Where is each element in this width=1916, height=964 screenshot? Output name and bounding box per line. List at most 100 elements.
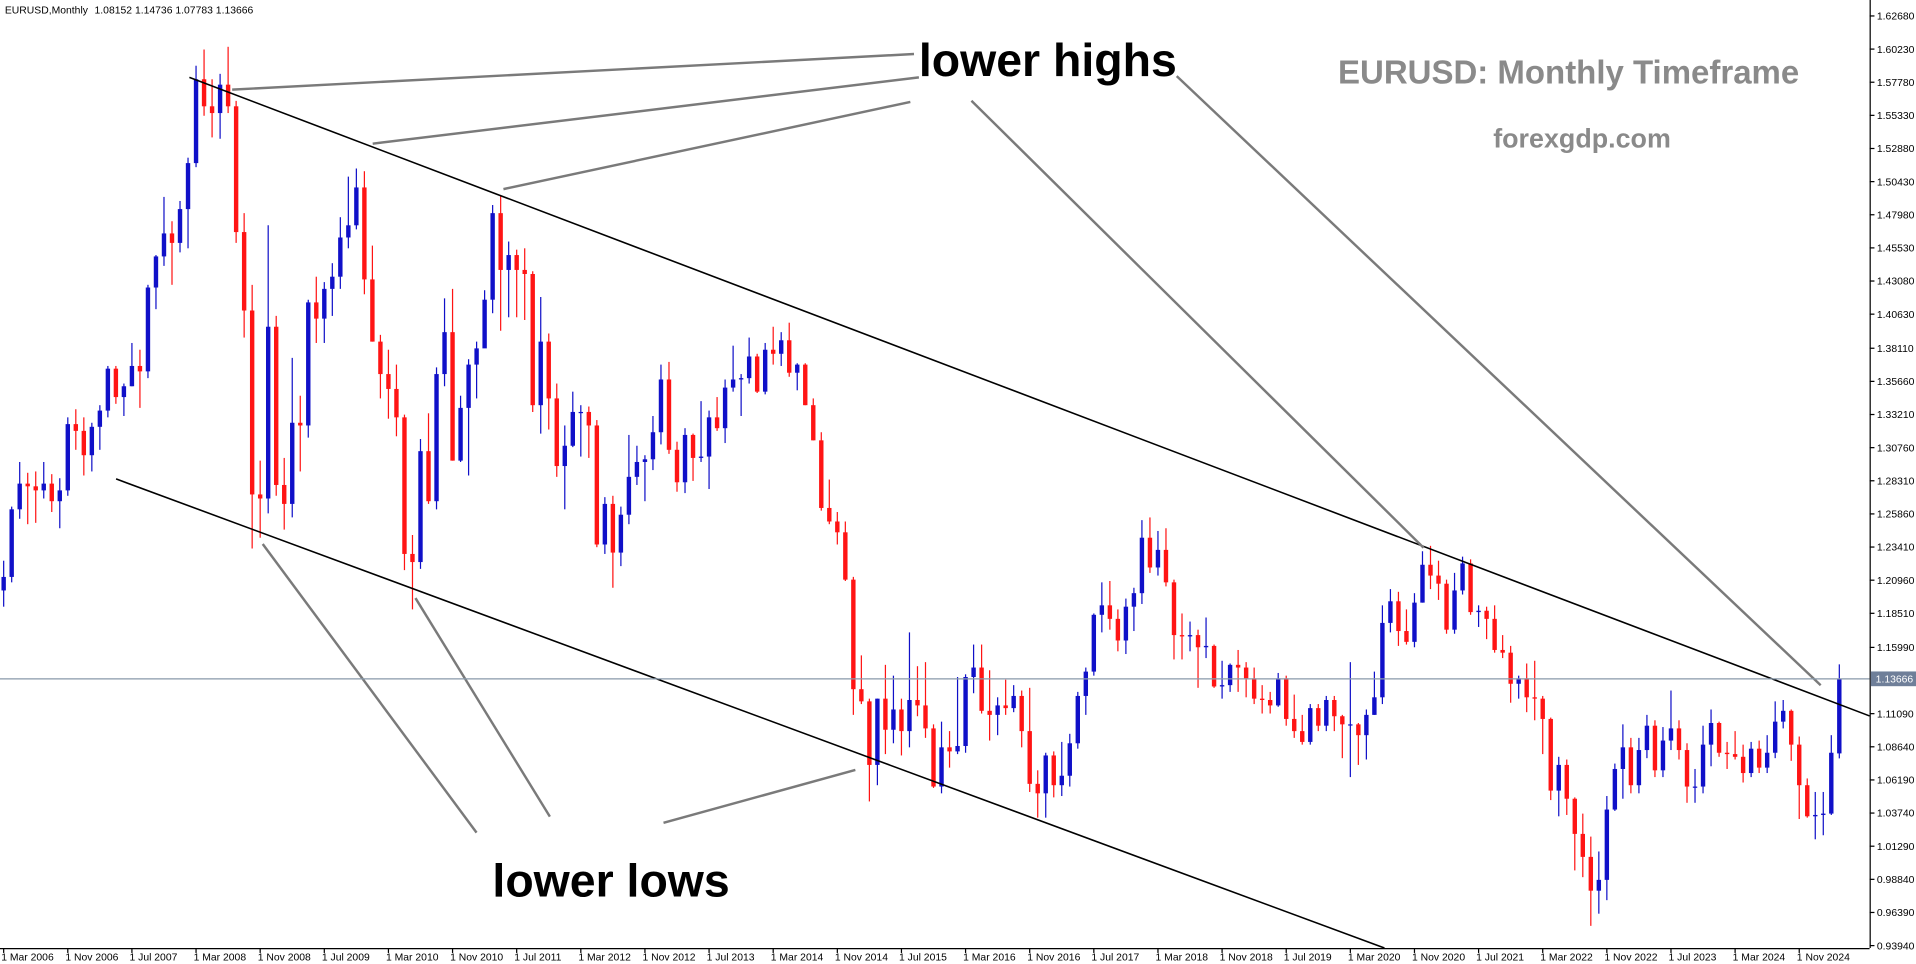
candle-body <box>1203 645 1209 648</box>
candle-body <box>482 299 487 349</box>
candle-body <box>370 279 375 342</box>
candle-body <box>1372 697 1377 715</box>
y-tick-label: 1.43080 <box>1877 277 1915 288</box>
candle-body <box>1027 731 1032 784</box>
candle-body <box>1428 564 1433 576</box>
candle-body <box>706 417 712 457</box>
candle-body <box>578 411 584 414</box>
candle-body <box>298 422 303 426</box>
candle-body <box>1107 605 1113 619</box>
candle-body <box>89 426 95 456</box>
chart-header: EURUSD,Monthly 1.08152 1.14736 1.07783 1… <box>5 5 254 16</box>
candle-body <box>610 503 616 553</box>
candle-body <box>1724 752 1730 755</box>
candle-body <box>1259 698 1265 701</box>
x-tick-label: 1 Jul 2023 <box>1669 952 1717 963</box>
candle-body <box>1781 710 1786 722</box>
candle-body <box>1195 635 1201 648</box>
candle-body <box>354 187 359 226</box>
candle-body <box>426 451 431 502</box>
y-tick-label: 1.30760 <box>1877 443 1915 454</box>
candle-body <box>1251 678 1257 699</box>
candle-body <box>386 374 391 389</box>
candle-body <box>1171 582 1177 636</box>
candle-body <box>1692 786 1698 788</box>
candle-body <box>923 705 928 729</box>
x-tick-label: 1 Nov 2010 <box>450 952 503 963</box>
x-tick-label: 1 Nov 2012 <box>642 952 695 963</box>
candle-body <box>1211 645 1217 687</box>
candle-body <box>514 255 519 270</box>
candle-body <box>1732 754 1738 757</box>
candle-body <box>762 349 768 392</box>
candle-body <box>618 514 624 553</box>
candle-body <box>746 356 752 379</box>
candle-body <box>1 576 6 591</box>
candle-body <box>121 386 127 398</box>
candle-body <box>1099 605 1105 615</box>
candle-body <box>915 700 920 706</box>
candle-body <box>1676 728 1682 751</box>
candle-body <box>1548 718 1553 791</box>
candle-body <box>265 326 271 499</box>
candle-body <box>1043 755 1048 794</box>
candle-body <box>1588 856 1594 891</box>
candle-body <box>1772 721 1778 753</box>
y-tick-label: 0.93940 <box>1877 941 1915 952</box>
candle-body <box>1524 678 1529 698</box>
candle-body <box>1091 614 1097 672</box>
candle-body <box>835 521 840 533</box>
candle-body <box>1284 678 1289 719</box>
candle-body <box>1564 764 1569 799</box>
candle-body <box>410 553 415 563</box>
candle-body <box>594 425 600 545</box>
x-tick-label: 1 Jul 2019 <box>1284 952 1332 963</box>
candle-body <box>105 368 111 411</box>
candle-body <box>811 405 816 441</box>
candle-body <box>1516 678 1521 684</box>
x-tick-label: 1 Mar 2024 <box>1733 952 1786 963</box>
y-tick-label: 1.38110 <box>1877 344 1914 355</box>
candle-body <box>1684 750 1690 787</box>
candle-body <box>225 84 231 107</box>
candles <box>1 46 1842 926</box>
y-tick-label: 1.45530 <box>1877 244 1915 255</box>
candle-body <box>987 710 992 715</box>
y-tick-label: 1.55330 <box>1877 111 1915 122</box>
x-tick-label: 1 Jul 2011 <box>514 952 561 963</box>
x-tick-label: 1 Nov 2018 <box>1220 952 1273 963</box>
candle-body <box>1700 744 1706 787</box>
candle-body <box>1340 716 1345 725</box>
low-value: 1.07783 <box>175 5 213 16</box>
candle-body <box>1131 593 1137 607</box>
candle-body <box>690 434 696 458</box>
candle-body <box>1500 649 1505 653</box>
candle-body <box>658 379 664 433</box>
candle-body <box>1227 664 1233 686</box>
y-tick-label: 1.47980 <box>1877 210 1915 221</box>
lower-trend-line <box>115 478 1385 949</box>
chart-title: EURUSD: Monthly Timeframe <box>1338 54 1799 91</box>
candle-body <box>1764 752 1770 768</box>
candle-body <box>931 728 936 787</box>
candle-body <box>1083 671 1089 696</box>
close-value: 1.13666 <box>216 5 254 16</box>
pointer-line <box>663 768 856 824</box>
candle-body <box>682 434 688 483</box>
pointer-line <box>970 99 1425 549</box>
candle-body <box>1580 833 1586 857</box>
pointer-line <box>372 76 920 145</box>
candle-body <box>1051 755 1056 786</box>
candle-body <box>1620 747 1626 769</box>
candle-body <box>963 677 968 746</box>
candle-body <box>1660 740 1666 771</box>
x-tick-label: 1 Jul 2013 <box>707 952 755 963</box>
candle-body <box>33 486 38 491</box>
x-tick-label: 1 Jul 2015 <box>899 952 947 963</box>
y-tick-label: 1.06190 <box>1877 776 1915 787</box>
candle-body <box>362 187 367 280</box>
candle-body <box>1324 700 1329 726</box>
candle-body <box>554 398 559 467</box>
candle-body <box>626 476 632 515</box>
candle-body <box>650 432 656 460</box>
